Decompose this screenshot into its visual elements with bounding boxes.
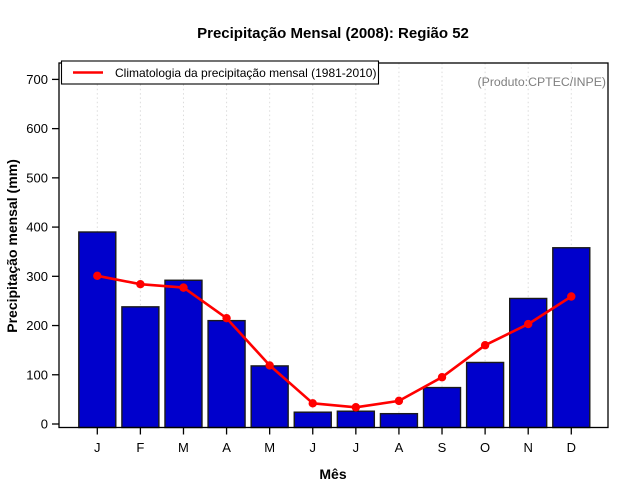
x-tick-label: D	[567, 440, 576, 455]
y-tick-label: 400	[26, 220, 48, 235]
y-tick-label: 200	[26, 318, 48, 333]
precip-bar	[509, 297, 548, 429]
climatology-point	[524, 319, 533, 329]
legend: Climatologia da precipitação mensal (198…	[60, 60, 380, 85]
x-tick-label: S	[438, 440, 447, 455]
climatology-point	[567, 292, 576, 301]
climatology-point	[222, 313, 231, 323]
climatology-point	[480, 341, 490, 350]
climatology-point	[136, 279, 145, 289]
climatology-point	[437, 373, 447, 382]
y-tick-label: 300	[26, 269, 48, 284]
x-tick-label: J	[353, 440, 360, 455]
climatology-point	[351, 403, 361, 412]
precip-bar	[379, 412, 419, 429]
x-tick-label: O	[480, 440, 490, 455]
climatology-line-group	[93, 271, 576, 412]
axes-group: 0 100 200 300 400 500 600 700 J F M A M J J A S O N D	[26, 72, 576, 455]
y-tick-label: 0	[41, 417, 48, 432]
precip-bar	[78, 231, 117, 429]
x-tick-label: J	[94, 440, 101, 455]
x-tick-label: M	[178, 440, 189, 455]
y-tick-label: 600	[26, 121, 48, 136]
x-tick-label: M	[264, 440, 275, 455]
climatology-point	[265, 361, 274, 370]
precip-bar	[422, 386, 462, 429]
climatology-point	[93, 271, 102, 281]
x-tick-label: F	[136, 440, 144, 455]
precip-bar	[207, 319, 246, 429]
precip-bar	[121, 306, 160, 429]
legend-box	[60, 60, 380, 85]
climatology-point	[394, 396, 404, 406]
climatology-point	[179, 283, 188, 292]
legend-climatology-label: Climatologia da precipitação mensal (198…	[115, 66, 376, 80]
x-tick-label: A	[395, 440, 404, 455]
watermark-produto: (Produto:CPTEC/INPE)	[478, 75, 606, 89]
y-tick-label: 700	[26, 72, 48, 87]
gridlines-group	[96, 63, 572, 428]
y-tick-label: 500	[26, 170, 48, 185]
x-axis-title: Mês	[319, 466, 346, 482]
climatology-point	[308, 399, 317, 408]
precip-bar	[164, 279, 203, 429]
x-tick-label: J	[310, 440, 317, 455]
precip-bar	[336, 410, 376, 429]
chart-title: Precipitação Mensal (2008): Região 52	[197, 25, 469, 42]
climatology-line	[97, 274, 573, 409]
precip-bar	[293, 411, 332, 429]
bars-group	[78, 231, 591, 429]
precip-bar	[465, 361, 505, 429]
y-axis-title: Precipitação mensal (mm)	[4, 159, 20, 333]
precip-bar	[552, 247, 591, 429]
y-tick-label: 100	[26, 367, 48, 382]
x-tick-label: A	[222, 440, 231, 455]
x-tick-label: N	[524, 440, 533, 455]
